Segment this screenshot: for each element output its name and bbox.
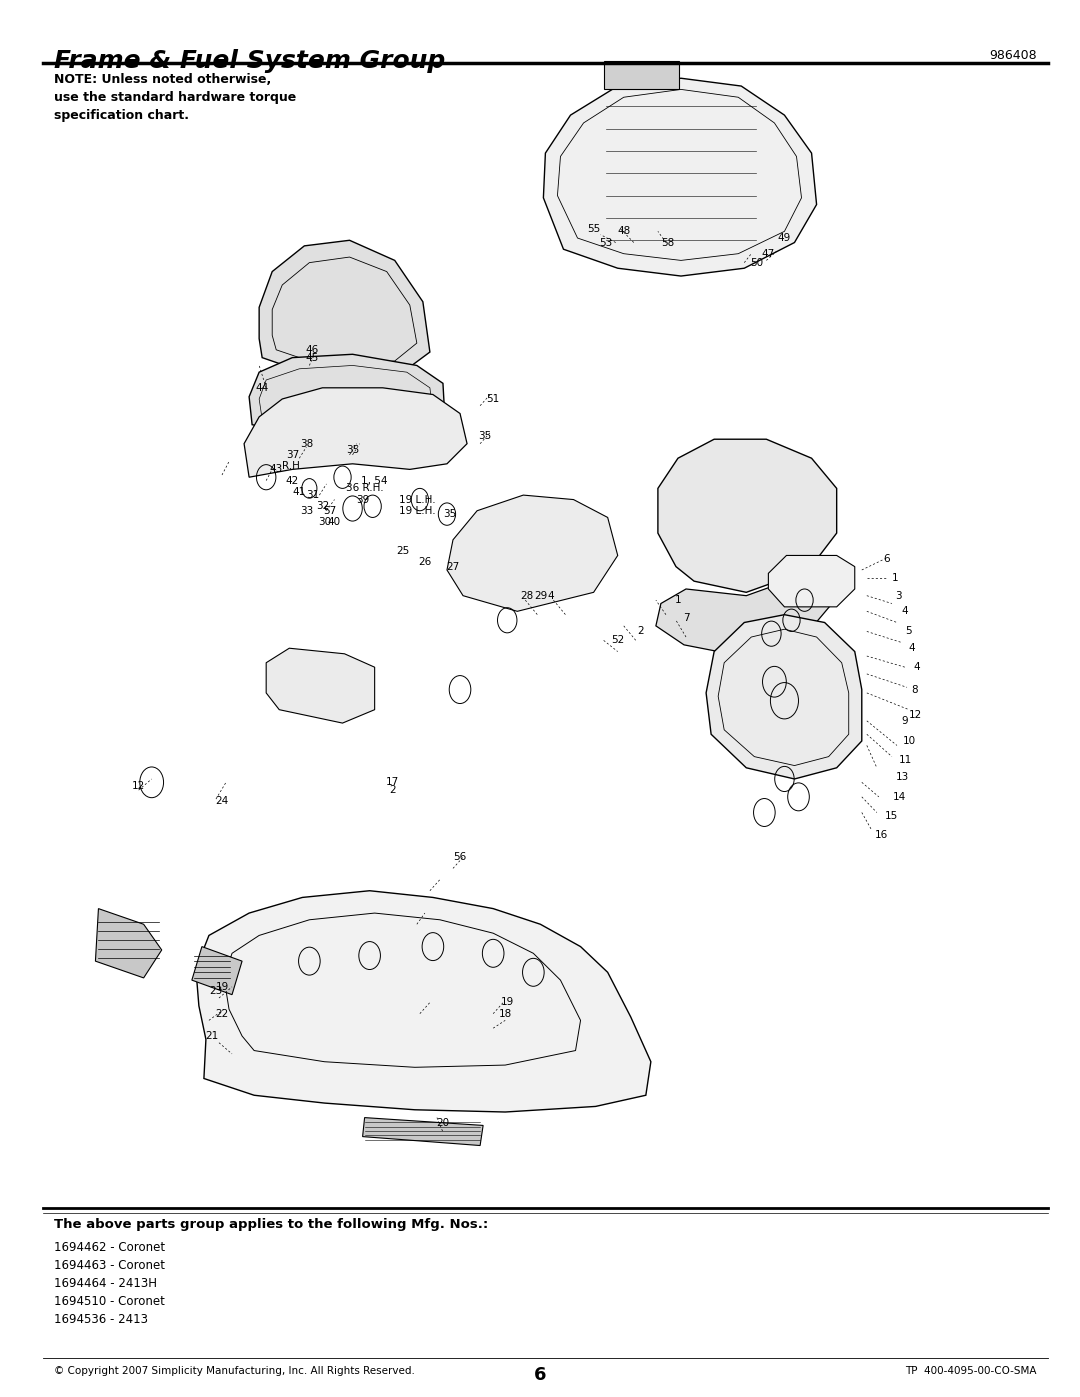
Text: 1: 1 (892, 573, 899, 583)
Text: 16: 16 (875, 830, 889, 840)
Polygon shape (706, 615, 862, 780)
Text: 1: 1 (675, 595, 681, 605)
Text: 38: 38 (300, 439, 313, 448)
Text: 6: 6 (534, 1366, 546, 1384)
Text: 44: 44 (256, 383, 269, 393)
Text: 7: 7 (683, 613, 689, 623)
Text: 8: 8 (912, 685, 918, 694)
Text: NOTE: Unless noted otherwise,
use the standard hardware torque
specification cha: NOTE: Unless noted otherwise, use the st… (54, 73, 296, 122)
Bar (604, 61, 679, 89)
Text: 1694510 - Coronet: 1694510 - Coronet (54, 1295, 165, 1308)
Polygon shape (259, 240, 430, 377)
Text: 19: 19 (215, 982, 229, 992)
Text: 18: 18 (499, 1009, 512, 1018)
Polygon shape (244, 388, 467, 478)
Text: TP  400-4095-00-CO-SMA: TP 400-4095-00-CO-SMA (905, 1366, 1037, 1376)
Text: 2: 2 (390, 785, 396, 795)
Text: 25: 25 (396, 546, 409, 556)
Text: © Copyright 2007 Simplicity Manufacturing, Inc. All Rights Reserved.: © Copyright 2007 Simplicity Manufacturin… (54, 1366, 415, 1376)
Text: 36 R.H.: 36 R.H. (346, 483, 383, 493)
Text: 33: 33 (300, 506, 313, 515)
Text: 1694462 - Coronet: 1694462 - Coronet (54, 1241, 165, 1253)
Text: R.H.: R.H. (282, 461, 302, 471)
Polygon shape (249, 355, 445, 433)
Text: 30: 30 (318, 517, 330, 527)
Polygon shape (656, 570, 839, 657)
Text: 19 L.H.: 19 L.H. (399, 506, 435, 515)
Text: 24: 24 (215, 796, 229, 806)
Text: The above parts group applies to the following Mfg. Nos.:: The above parts group applies to the fol… (54, 1218, 488, 1231)
Text: 49: 49 (778, 233, 791, 243)
Text: 9: 9 (902, 715, 908, 726)
Text: 10: 10 (903, 736, 916, 746)
Text: 13: 13 (895, 771, 908, 782)
Text: 15: 15 (886, 810, 899, 821)
Text: 22: 22 (215, 1009, 229, 1018)
Text: 2: 2 (637, 626, 644, 637)
Polygon shape (447, 495, 618, 612)
Polygon shape (658, 439, 837, 592)
Text: 4: 4 (908, 643, 916, 654)
Text: 28: 28 (521, 591, 534, 601)
Text: 55: 55 (588, 224, 600, 235)
Text: 4: 4 (914, 662, 920, 672)
Polygon shape (192, 947, 242, 995)
Text: 14: 14 (892, 792, 905, 802)
Text: 17: 17 (387, 777, 400, 788)
Text: 50: 50 (750, 257, 762, 268)
Text: 19 L.H.: 19 L.H. (399, 495, 435, 504)
Text: 48: 48 (617, 226, 631, 236)
Text: 47: 47 (761, 249, 775, 258)
Text: 12: 12 (908, 710, 921, 721)
Text: 35: 35 (346, 446, 360, 455)
Polygon shape (266, 648, 375, 724)
Text: Frame & Fuel System Group: Frame & Fuel System Group (54, 49, 445, 73)
Text: 35: 35 (444, 509, 457, 520)
Text: 51: 51 (487, 394, 500, 404)
Text: 41: 41 (293, 486, 306, 497)
Text: 57: 57 (323, 506, 336, 515)
Text: 46: 46 (306, 345, 319, 355)
Text: 6: 6 (883, 553, 890, 564)
Polygon shape (768, 556, 854, 606)
Text: 43: 43 (270, 464, 283, 475)
Text: 3: 3 (895, 591, 902, 601)
Text: 1694536 - 2413: 1694536 - 2413 (54, 1313, 148, 1326)
Text: 12: 12 (132, 781, 145, 791)
Text: 986408: 986408 (989, 49, 1037, 61)
Text: 4: 4 (548, 591, 554, 601)
Text: 58: 58 (661, 237, 675, 247)
Text: 45: 45 (306, 352, 319, 363)
Text: 27: 27 (446, 562, 460, 571)
Text: 20: 20 (436, 1118, 449, 1129)
Text: 53: 53 (599, 237, 612, 247)
Text: 1694464 - 2413H: 1694464 - 2413H (54, 1277, 157, 1289)
Text: 1694463 - Coronet: 1694463 - Coronet (54, 1259, 165, 1271)
Text: 31: 31 (306, 490, 319, 500)
Text: 42: 42 (286, 475, 299, 486)
Text: 39: 39 (356, 495, 369, 504)
Text: 4: 4 (902, 606, 908, 616)
Text: 37: 37 (286, 450, 299, 460)
Text: 21: 21 (205, 1031, 218, 1041)
Text: 5: 5 (906, 626, 913, 637)
Text: 56: 56 (454, 852, 467, 862)
Polygon shape (95, 908, 162, 978)
Polygon shape (543, 78, 816, 277)
Text: 35: 35 (478, 430, 491, 441)
Text: 1, 54: 1, 54 (362, 475, 388, 486)
Text: 23: 23 (210, 986, 222, 996)
Text: 11: 11 (899, 754, 912, 766)
Text: 19: 19 (501, 997, 514, 1007)
Text: 29: 29 (534, 591, 546, 601)
Text: 52: 52 (611, 636, 624, 645)
Text: 32: 32 (315, 502, 329, 511)
Text: 40: 40 (328, 517, 341, 527)
Polygon shape (363, 1118, 483, 1146)
Polygon shape (195, 891, 651, 1112)
Text: 26: 26 (418, 557, 432, 567)
